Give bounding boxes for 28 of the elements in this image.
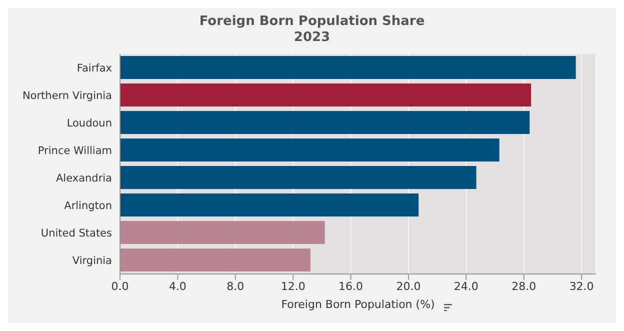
x-tick-label: 32.0 bbox=[569, 280, 594, 293]
y-tick-label: Virginia bbox=[72, 254, 112, 267]
y-tick-label: Northern Virginia bbox=[22, 90, 112, 102]
x-tick-label: 28.0 bbox=[512, 280, 536, 293]
x-tick-label: 16.0 bbox=[338, 280, 364, 293]
y-tick-label: Prince William bbox=[38, 144, 112, 157]
bar bbox=[120, 84, 532, 106]
y-tick-label: Alexandria bbox=[56, 172, 112, 184]
x-axis-title: Foreign Born Population (%) bbox=[281, 298, 435, 311]
bar bbox=[120, 221, 325, 244]
bar bbox=[120, 56, 576, 79]
x-tick-label: 20.0 bbox=[396, 280, 421, 293]
y-tick-label: United States bbox=[40, 227, 112, 240]
x-tick-label: 4.0 bbox=[168, 280, 186, 293]
x-tick-label: 12.0 bbox=[280, 280, 306, 293]
bar bbox=[120, 194, 419, 216]
y-tick-label: Fairfax bbox=[76, 62, 112, 74]
x-tick-label: 0.0 bbox=[111, 280, 129, 293]
y-tick-label: Loudoun bbox=[66, 117, 112, 130]
x-tick-label: 8.0 bbox=[226, 280, 244, 293]
chart-title: Foreign Born Population Share bbox=[198, 14, 426, 30]
bar bbox=[120, 166, 476, 189]
x-tick-label: 24.0 bbox=[454, 280, 478, 293]
bar bbox=[120, 111, 530, 134]
y-tick-label: Arlington bbox=[64, 200, 112, 212]
bar bbox=[120, 248, 310, 272]
bar bbox=[120, 138, 500, 162]
chart-subtitle: 2023 bbox=[292, 30, 332, 46]
